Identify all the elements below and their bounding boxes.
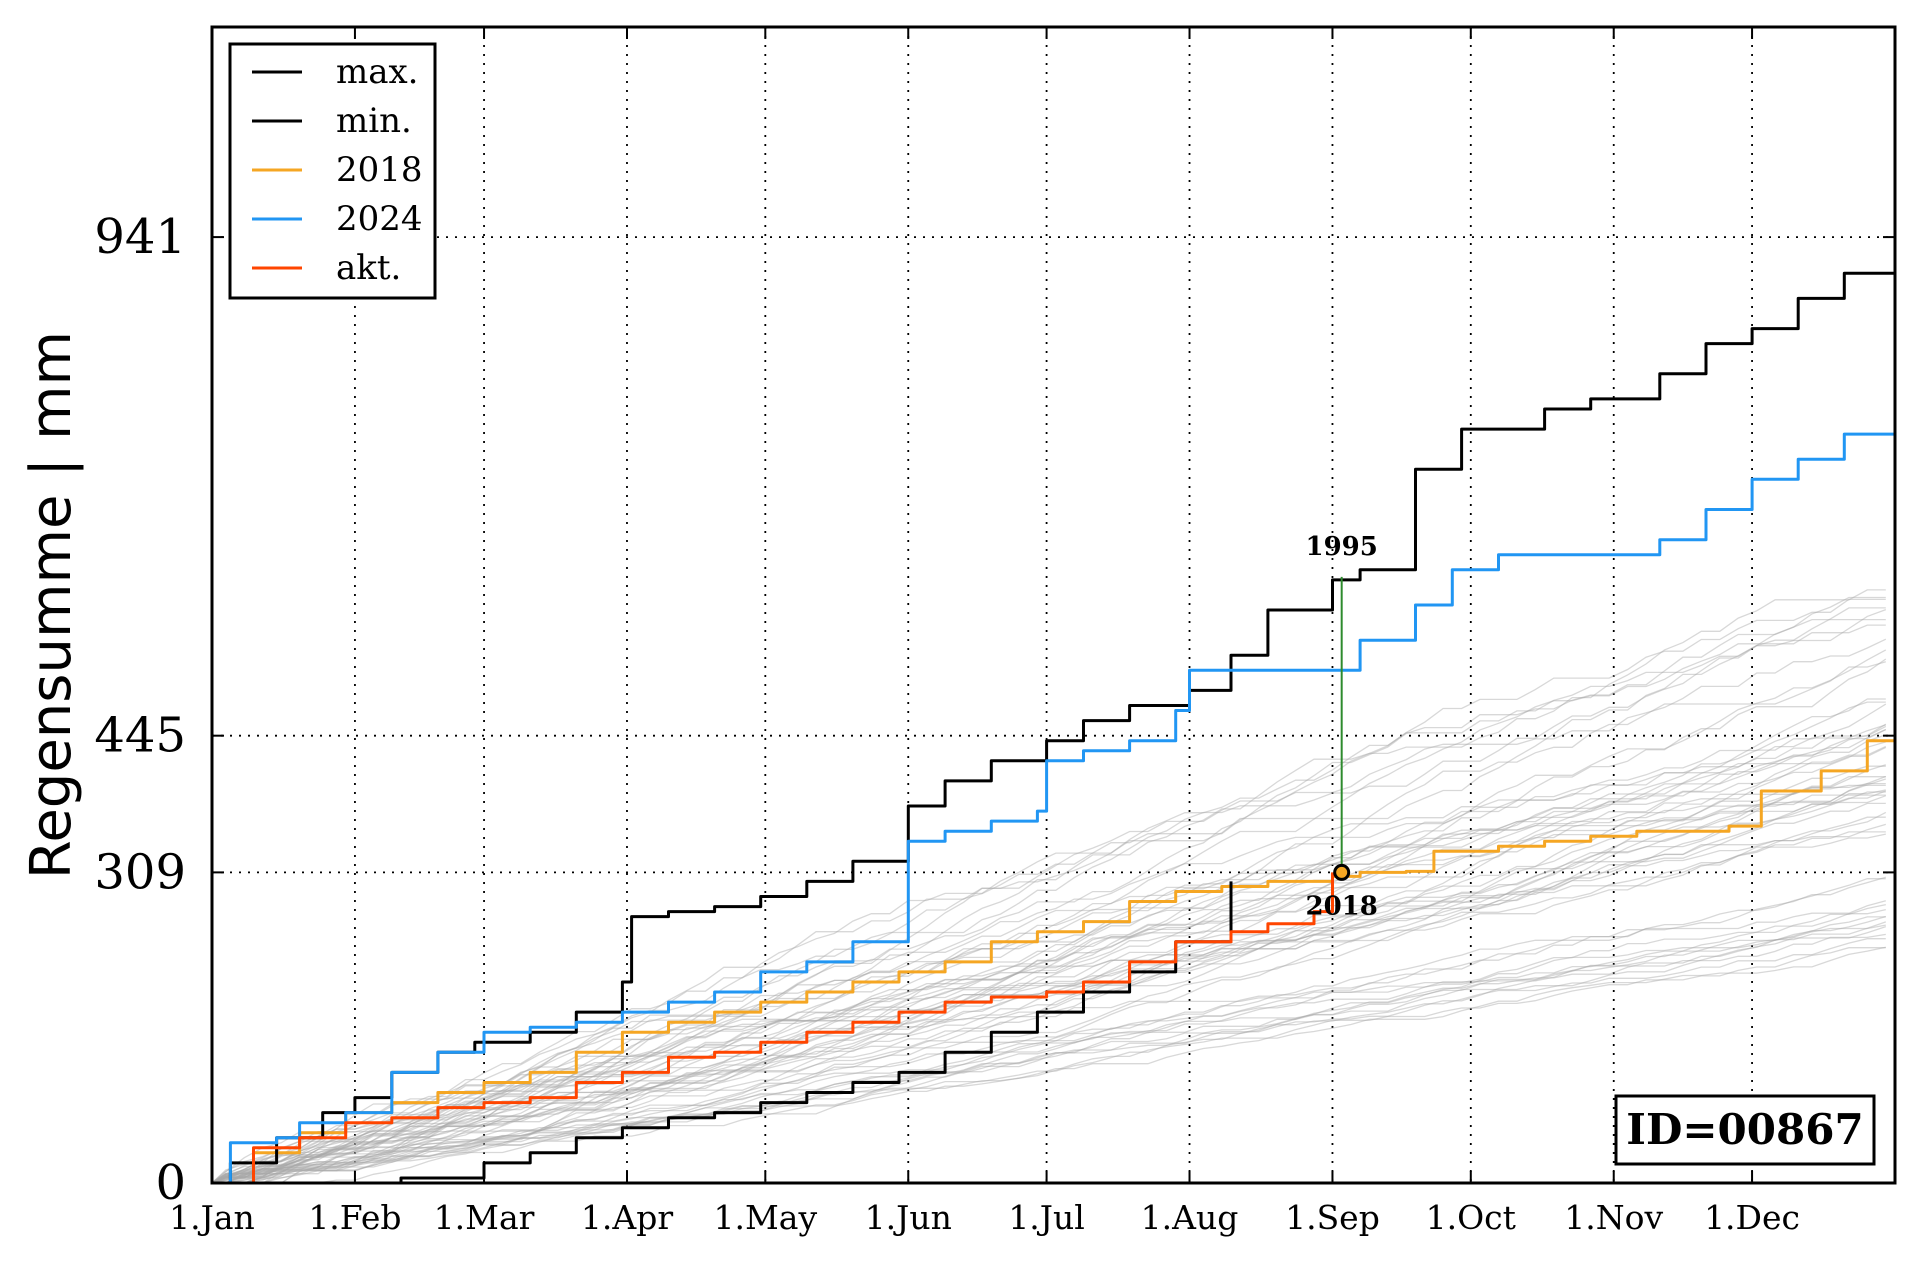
historical-year-line (211, 624, 1886, 1184)
legend-label: 2018 (336, 150, 423, 190)
y-axis-label: Regensumme | mm (19, 331, 84, 879)
historical-year-line (212, 790, 1887, 1184)
series-line-2 (212, 881, 1233, 1185)
historical-year-line (211, 915, 1886, 1184)
historical-year-line (211, 933, 1886, 1184)
legend-label: 2024 (336, 199, 423, 239)
historical-year-line (211, 741, 1886, 1184)
historical-year-line (212, 725, 1887, 1184)
x-tick-label: 1.Jun (865, 1198, 952, 1237)
historical-year-line (212, 658, 1887, 1184)
highlight-layer: 1995 2018 (1305, 532, 1377, 922)
annotation-upper: 1995 (1305, 532, 1377, 562)
historical-year-line (212, 589, 1886, 1184)
historical-year-line (212, 618, 1886, 1184)
legend-label: akt. (336, 248, 401, 288)
series-layer (212, 237, 1897, 1185)
historical-year-line (211, 876, 1886, 1184)
x-tick-label: 1.Dec (1704, 1198, 1800, 1237)
historical-year-line (211, 778, 1886, 1184)
x-tick-label: 1.Nov (1564, 1198, 1663, 1237)
historical-year-line (212, 784, 1886, 1184)
historical-year-line (211, 729, 1887, 1184)
historical-year-line (211, 908, 1886, 1184)
x-tick-label: 1.Mar (434, 1198, 535, 1237)
grid-layer (212, 27, 1895, 1183)
historical-year-line (212, 802, 1886, 1184)
historical-year-line (212, 698, 1886, 1184)
highlight-marker (1333, 863, 1351, 881)
y-tick-label: 941 (94, 209, 186, 265)
legend: max. min. 2018 2024 akt. (228, 42, 437, 300)
x-tick-label: 1.Aug (1141, 1198, 1239, 1237)
y-tick-label: 309 (94, 844, 186, 900)
id-text: ID=00867 (1626, 1105, 1863, 1154)
historical-year-line (212, 925, 1887, 1184)
series-line-3 (212, 735, 1897, 1185)
historical-year-line (211, 947, 1886, 1184)
historical-year-line (211, 916, 1886, 1184)
series-line-5 (212, 872, 1334, 1185)
historical-year-line (211, 900, 1886, 1184)
annotation-lower: 2018 (1305, 891, 1377, 921)
historical-year-line (211, 607, 1886, 1184)
historical-year-line (211, 638, 1887, 1184)
historical-year-line (211, 831, 1886, 1184)
historical-year-line (212, 794, 1886, 1184)
y-tick-label: 445 (94, 708, 186, 764)
ticks-layer: 1.Jan 1.Feb 1.Mar 1.Apr 1.May 1.Jun 1.Jul 1.Aug… (94, 27, 1895, 1237)
series-line-4 (212, 432, 1895, 1185)
historical-year-line (212, 938, 1886, 1184)
historical-year-line (211, 816, 1886, 1184)
historical-year-line (212, 878, 1886, 1184)
historical-year-line (211, 703, 1887, 1184)
historical-year-line (211, 608, 1887, 1184)
x-tick-label: 1.Sep (1285, 1198, 1380, 1237)
historical-year-line (211, 745, 1887, 1184)
historical-year-line (211, 746, 1887, 1184)
x-tick-label: 1.Apr (581, 1198, 673, 1237)
historical-year-line (211, 921, 1887, 1184)
x-tick-label: 1.Jul (1008, 1198, 1085, 1237)
historical-year-line (211, 776, 1886, 1184)
historical-year-line (211, 728, 1887, 1184)
historical-year-line (212, 596, 1886, 1184)
historical-year-line (212, 946, 1886, 1184)
historical-year-line (212, 723, 1887, 1184)
historical-year-line (211, 764, 1886, 1184)
historical-year-line (211, 811, 1887, 1184)
x-tick-label: 1.Oct (1426, 1198, 1516, 1237)
x-tick-label: 1.May (714, 1198, 818, 1237)
plot-frame (210, 25, 1897, 1185)
historical-year-line (211, 661, 1886, 1184)
historical-year-line (212, 775, 1887, 1184)
historical-year-line (211, 649, 1887, 1184)
historical-year-line (211, 782, 1886, 1184)
y-tick-label: 0 (155, 1155, 186, 1211)
historical-year-line (211, 795, 1887, 1184)
historical-years-lines (211, 589, 1887, 1184)
historical-year-line (211, 924, 1886, 1184)
legend-label: max. (336, 52, 419, 92)
legend-label: min. (336, 101, 412, 141)
historical-year-line (212, 903, 1886, 1184)
x-tick-label: 1.Feb (308, 1198, 401, 1237)
historical-year-line (211, 701, 1886, 1184)
x-tick-label: 1.Jan (169, 1198, 255, 1237)
id-box: ID=00867 (1614, 1094, 1876, 1166)
